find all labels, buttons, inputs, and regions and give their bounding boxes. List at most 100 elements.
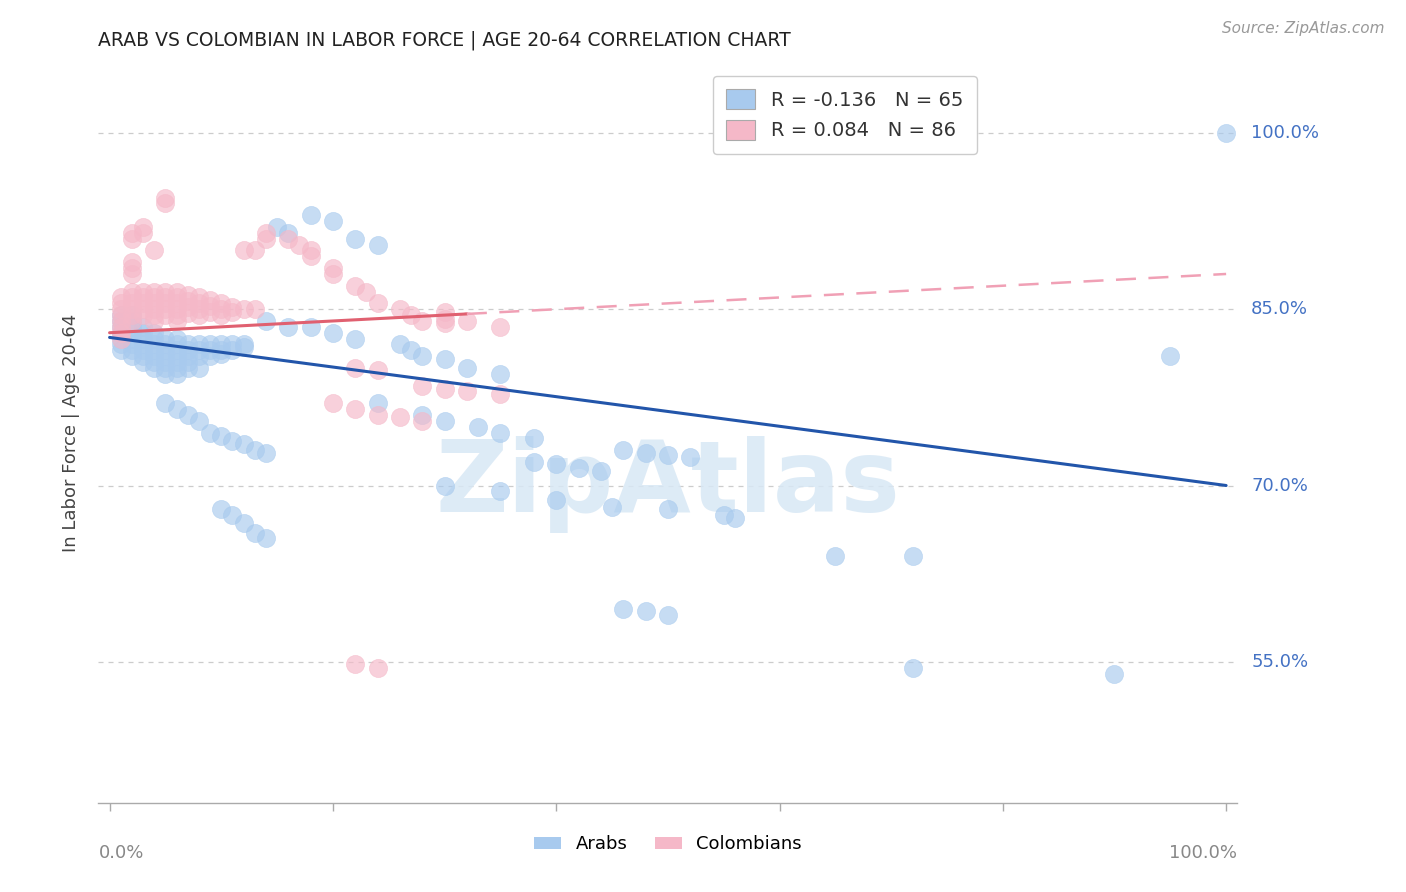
Point (367, 363, 389, 377)
Point (187, 414, 209, 428)
Point (221, 343, 243, 358)
Text: 100.0%: 100.0% (1170, 844, 1237, 862)
Point (322, 261, 344, 276)
Point (121, 337, 143, 351)
Point (155, 290, 177, 304)
Point (143, 355, 166, 369)
Point (143, 349, 166, 363)
Point (110, 326, 132, 340)
Point (166, 290, 188, 304)
Point (166, 314, 188, 328)
Point (277, 226, 299, 240)
Point (155, 355, 177, 369)
Point (166, 296, 188, 310)
Point (546, 492, 568, 507)
Point (356, 285, 378, 299)
Point (411, 378, 433, 392)
Point (132, 319, 155, 334)
Point (221, 300, 243, 314)
Point (166, 343, 188, 358)
Point (155, 396, 177, 410)
Point (166, 355, 188, 369)
Point (589, 464, 612, 478)
Point (132, 290, 155, 304)
Point (344, 232, 367, 246)
Point (367, 237, 389, 252)
Point (166, 308, 188, 322)
Point (567, 461, 589, 475)
Point (143, 326, 166, 340)
Point (143, 285, 166, 299)
Point (367, 660, 389, 674)
Point (411, 314, 433, 328)
Point (198, 343, 221, 358)
Point (322, 326, 344, 340)
Point (299, 208, 322, 222)
Point (243, 443, 266, 458)
Point (132, 219, 155, 234)
Point (177, 343, 200, 358)
Point (243, 244, 266, 258)
Point (166, 402, 188, 417)
Point (254, 226, 277, 240)
Point (143, 302, 166, 317)
Point (132, 296, 155, 310)
Point (121, 343, 143, 358)
Point (198, 304, 221, 318)
Point (110, 308, 132, 322)
Point (388, 410, 411, 425)
Point (344, 657, 367, 672)
Point (657, 502, 679, 516)
Point (177, 300, 200, 314)
Point (232, 340, 254, 354)
Point (155, 332, 177, 346)
Point (411, 408, 433, 422)
Point (110, 319, 132, 334)
Point (209, 343, 232, 358)
Point (266, 219, 288, 234)
Point (110, 290, 132, 304)
Point (433, 382, 456, 396)
Point (155, 367, 177, 381)
Point (177, 349, 200, 363)
Text: ARAB VS COLOMBIAN IN LABOR FORCE | AGE 20-64 CORRELATION CHART: ARAB VS COLOMBIAN IN LABOR FORCE | AGE 2… (98, 30, 792, 50)
Point (187, 290, 209, 304)
Point (132, 226, 155, 240)
Point (121, 302, 143, 317)
Point (121, 308, 143, 322)
Point (209, 502, 232, 516)
Point (132, 285, 155, 299)
Point (299, 319, 322, 334)
Point (322, 267, 344, 281)
Point (489, 484, 512, 499)
Point (456, 384, 478, 399)
Point (523, 432, 546, 446)
Point (489, 367, 512, 381)
Text: 100.0%: 100.0% (1251, 124, 1319, 142)
Point (177, 288, 200, 302)
Point (110, 332, 132, 346)
Point (232, 516, 254, 530)
Point (433, 311, 456, 326)
Point (143, 290, 166, 304)
Point (209, 429, 232, 443)
Point (254, 232, 277, 246)
Point (209, 337, 232, 351)
Point (110, 314, 132, 328)
Point (299, 244, 322, 258)
Point (367, 408, 389, 422)
Point (177, 337, 200, 351)
Point (110, 326, 132, 340)
Point (467, 419, 489, 434)
Text: 55.0%: 55.0% (1251, 653, 1309, 671)
Point (121, 267, 143, 281)
Point (724, 511, 747, 525)
Text: 85.0%: 85.0% (1251, 301, 1308, 318)
Point (132, 349, 155, 363)
Point (277, 319, 299, 334)
Point (143, 332, 166, 346)
Point (177, 408, 200, 422)
Point (713, 508, 735, 522)
Point (121, 290, 143, 304)
Point (121, 285, 143, 299)
